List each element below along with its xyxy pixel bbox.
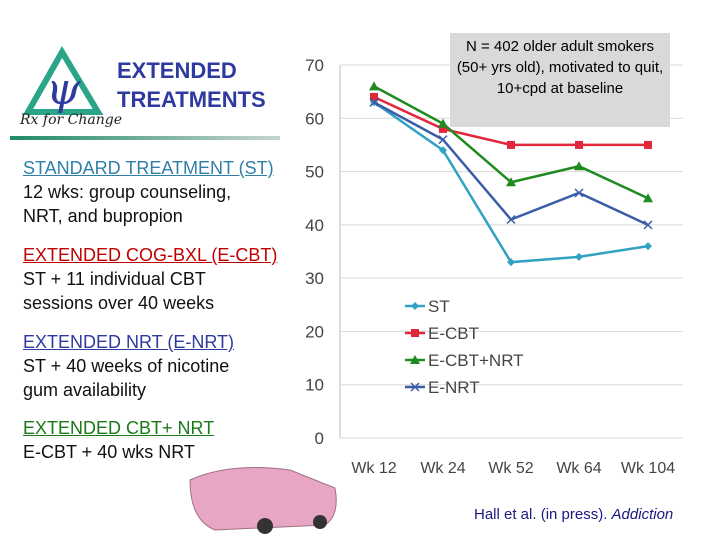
y-tick-label: 0 [315, 429, 324, 448]
data-point [438, 135, 448, 145]
y-tick-label: 70 [305, 56, 324, 75]
data-point [643, 220, 653, 230]
svg-text:ψ: ψ [46, 64, 81, 115]
data-point [506, 177, 516, 187]
data-point [439, 146, 447, 155]
legend-marker [410, 355, 420, 364]
x-tick-label: Wk 52 [488, 460, 533, 477]
data-point [438, 118, 448, 128]
sample-note: N = 402 older adult smokers (50+ yrs old… [450, 33, 670, 127]
y-tick-label: 10 [305, 376, 324, 395]
citation: Hall et al. (in press). Addiction [474, 506, 674, 523]
data-point [507, 258, 515, 267]
x-tick-label: Wk 64 [556, 460, 601, 477]
group-st: STANDARD TREATMENT (ST) 12 wks: group cou… [23, 158, 274, 226]
legend-label: ST [428, 297, 450, 316]
y-tick-label: 60 [305, 109, 324, 128]
data-point [370, 92, 378, 101]
data-point [574, 161, 584, 171]
data-point [644, 242, 652, 251]
data-point [574, 188, 584, 198]
legend-marker [410, 382, 420, 392]
data-point [575, 252, 583, 261]
data-point [507, 140, 515, 149]
legend-marker [411, 329, 419, 337]
group-ecbt: EXTENDED COG-BXL (E-CBT) ST + 11 individu… [23, 245, 278, 313]
legend-label: E-CBT+NRT [428, 351, 524, 370]
data-point [575, 140, 583, 149]
data-point [506, 214, 516, 225]
y-tick-label: 20 [305, 322, 324, 341]
data-point [369, 97, 379, 107]
data-point [369, 81, 379, 91]
x-tick-label: Wk 12 [351, 460, 396, 477]
title-divider [10, 136, 280, 140]
y-tick-label: 40 [305, 216, 324, 235]
x-tick-label: Wk 24 [420, 460, 465, 477]
slide-title: EXTENDED TREATMENTS [117, 58, 266, 112]
data-point [439, 124, 447, 133]
data-point [644, 140, 652, 149]
x-tick-label: Wk 104 [621, 460, 675, 477]
legend-marker [411, 302, 419, 310]
y-tick-label: 30 [305, 269, 324, 288]
legend-label: E-NRT [428, 378, 480, 397]
group-enrt: EXTENDED NRT (E-NRT) ST + 40 weeks of nic… [23, 332, 235, 400]
legend-label: E-CBT [428, 324, 479, 343]
data-point [643, 193, 653, 203]
y-tick-label: 50 [305, 163, 324, 182]
group-ecbt-nrt: EXTENDED CBT+ NRT E-CBT + 40 wks NRT [23, 418, 215, 462]
svg-text:Rx for Change: Rx for Change [19, 112, 122, 128]
